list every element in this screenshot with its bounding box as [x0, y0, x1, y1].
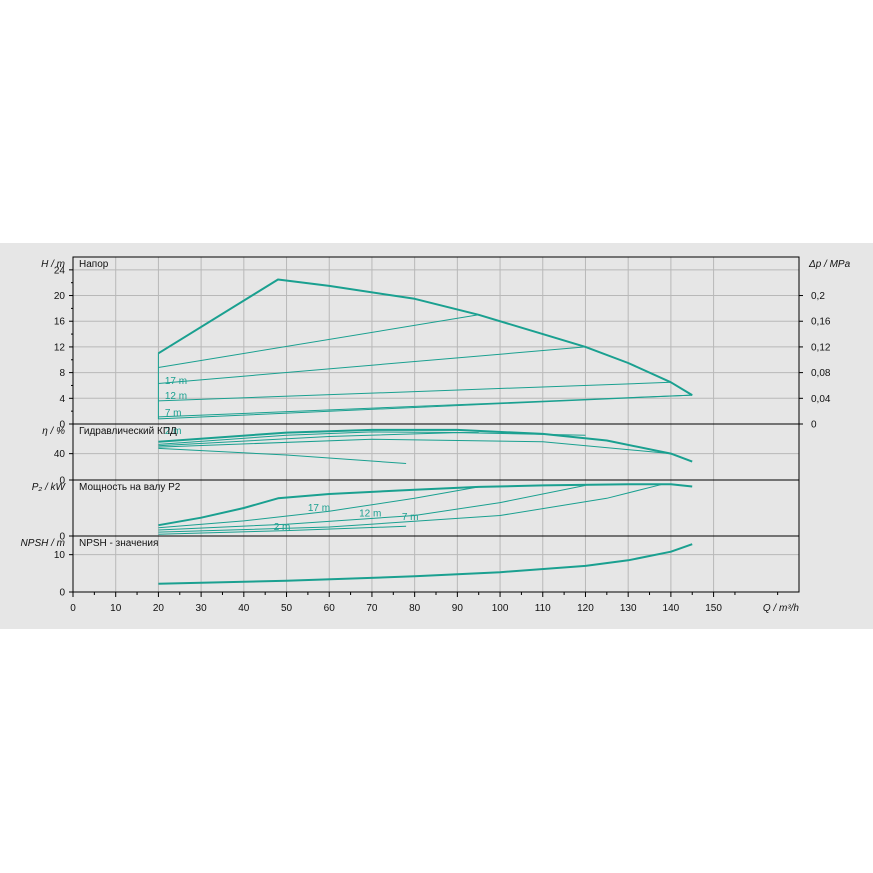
x-tick-label: 70: [366, 603, 378, 614]
x-tick-label: 60: [324, 603, 336, 614]
series-eff-7-m: [158, 438, 671, 455]
curve-label: 17 m: [165, 376, 187, 387]
x-tick-label: 110: [535, 603, 551, 614]
series-npsh-npsh: [158, 543, 693, 585]
y-tick-label: 40: [54, 449, 66, 460]
y-tick-label: 12: [54, 342, 66, 353]
x-tick-label: 100: [492, 603, 509, 614]
curve-label: 12 m: [165, 391, 187, 402]
series-head-left-boundary: [157, 353, 693, 420]
y-axis-label: η / %: [42, 426, 65, 437]
y-axis-label: P₂ / kW: [32, 482, 67, 493]
y2-tick-label: 0: [811, 420, 817, 431]
y-tick-label: 0: [59, 476, 65, 487]
series-head-12-m: [158, 346, 586, 384]
x-tick-label: 150: [705, 603, 722, 614]
curve-label: 12 m: [359, 509, 381, 520]
x-tick-label: 50: [281, 603, 293, 614]
x-tick-label: 80: [409, 603, 421, 614]
y-tick-label: 16: [54, 317, 66, 328]
series-eff-17-m: [158, 431, 479, 445]
panel-title: NPSH - значения: [79, 538, 158, 549]
series-power-17-m: [158, 486, 479, 529]
y-axis-label: H / m: [41, 259, 65, 270]
y-tick-label: 0: [59, 532, 65, 543]
series-power-max: [158, 483, 693, 527]
y2-tick-label: 0,2: [811, 291, 825, 302]
x-tick-label: 10: [110, 603, 122, 614]
chart-panel: 0 4 8 12 16 20 24 H / m Напор 0 0,04 0,08 0,12 0,16 0,…: [0, 243, 873, 629]
series-power-2-m: [158, 525, 407, 535]
y-tick-label: 20: [54, 291, 66, 302]
x-tick-label: 140: [663, 603, 680, 614]
y-tick-label: 0: [59, 420, 65, 431]
panel-title: Мощность на валу P2: [79, 482, 181, 493]
x-tick-label: 30: [196, 603, 208, 614]
curve-label: 7 m: [402, 512, 419, 523]
x-tick-label: 90: [452, 603, 464, 614]
y-axis-label: NPSH / m: [21, 538, 65, 549]
y-tick-label: 10: [54, 550, 66, 561]
series-head-7-m: [158, 381, 671, 402]
y2-tick-label: 0,16: [811, 317, 831, 328]
curve-label: 17 m: [308, 503, 330, 514]
series-head-17-m: [158, 314, 479, 368]
series-eff-12-m: [158, 432, 586, 447]
series-head-envelope: [157, 278, 693, 396]
series-power-7-m: [158, 483, 663, 533]
series-eff-max: [158, 428, 693, 463]
y2-tick-label: 0,08: [811, 368, 831, 379]
panel-title: Напор: [79, 259, 109, 270]
x-tick-label: 40: [238, 603, 250, 614]
series-eff-2-m: [158, 447, 407, 464]
y-tick-label: 0: [59, 588, 65, 599]
x-tick-label: 130: [620, 603, 637, 614]
y2-tick-label: 0,12: [811, 342, 831, 353]
y2-tick-label: 0,04: [811, 394, 831, 405]
series-power-12-m: [158, 484, 586, 531]
series-head-2-m: [158, 394, 693, 418]
curve-label: 7 m: [165, 408, 182, 419]
x-tick-label: 20: [153, 603, 165, 614]
curve-label: 2 m: [274, 522, 291, 533]
y-tick-label: 8: [59, 368, 65, 379]
panel-title: Гидравлический КПД: [79, 426, 177, 437]
y2-axis-label: Δp / MPa: [808, 259, 851, 270]
curve-label: 2 m: [165, 426, 182, 437]
y-tick-label: 4: [59, 394, 65, 405]
plot-frame: [72, 256, 800, 593]
pump-curve-chart: 0 4 8 12 16 20 24H / m Напор 0 0,04 0,08 0,12 0,16 0,…: [21, 256, 851, 614]
y-tick-label: 24: [54, 265, 66, 276]
x-tick-label: 120: [577, 603, 594, 614]
x-axis-label: Q / m³/h: [763, 603, 800, 614]
x-tick-label: 0: [70, 603, 76, 614]
